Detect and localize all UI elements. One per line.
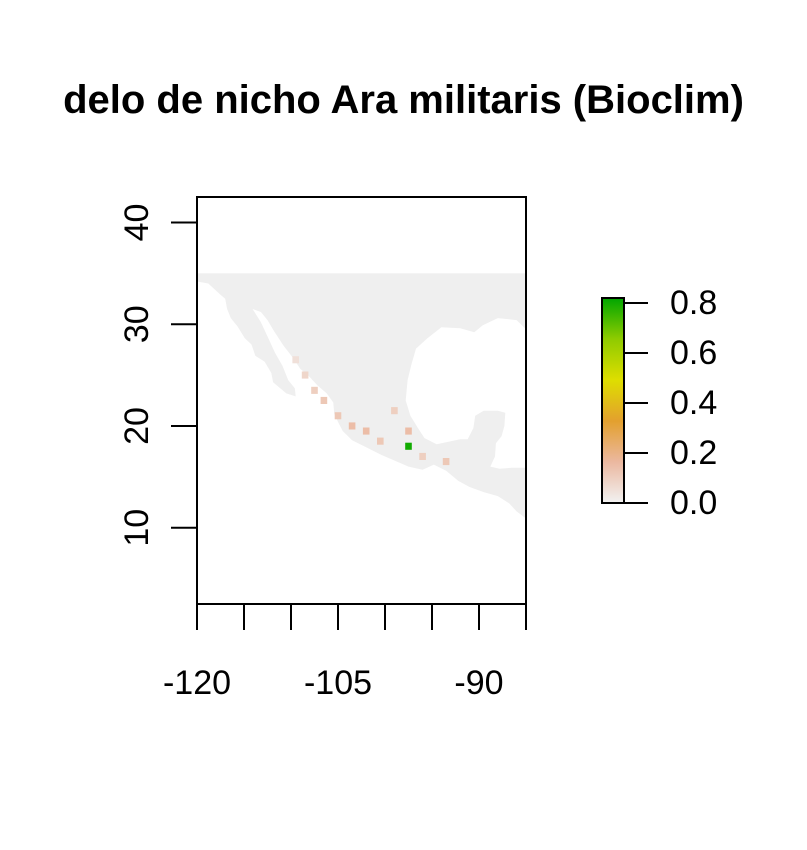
chart-title: delo de nicho Ara militaris (Bioclim)	[63, 78, 744, 122]
suitability-cells	[292, 356, 450, 466]
legend-frame	[601, 297, 625, 504]
suitability-cell	[348, 422, 356, 430]
x-tick-label: -90	[454, 664, 503, 702]
map-layer	[197, 273, 526, 604]
suitability-cell	[405, 442, 412, 450]
suitability-cell	[442, 458, 450, 466]
ocean-mask	[197, 281, 526, 604]
suitability-cell	[377, 437, 384, 445]
x-axis: -120 -105 -90	[163, 603, 527, 702]
suitability-cell	[320, 396, 328, 404]
x-tick-label: -105	[304, 664, 372, 702]
y-tick-label: 20	[118, 407, 156, 445]
y-tick-label: 10	[118, 509, 156, 547]
legend-tick-label: 0.4	[670, 384, 717, 422]
pacific-ocean	[197, 281, 526, 604]
suitability-cell	[301, 371, 309, 379]
legend-tick-label: 0.0	[670, 484, 717, 522]
legend: 0.0 0.2 0.4 0.6 0.8	[601, 284, 717, 522]
legend-tick-label: 0.8	[670, 284, 717, 322]
legend-color-bar	[602, 298, 624, 503]
gulf-of-mexico	[405, 318, 526, 469]
y-tick-label: 30	[118, 305, 156, 343]
legend-tick-label: 0.6	[670, 334, 717, 372]
y-tick-label: 40	[118, 204, 156, 242]
legend-tick-label: 0.2	[670, 434, 717, 472]
x-tick-label: -120	[163, 664, 231, 702]
suitability-cell	[292, 356, 299, 364]
y-axis: 10 20 30 40	[118, 204, 198, 547]
suitability-cell	[334, 412, 342, 420]
suitability-cell	[362, 427, 370, 435]
suitability-cell	[419, 452, 426, 460]
suitability-cell	[391, 407, 398, 415]
suitability-cell	[405, 427, 412, 435]
suitability-cell	[311, 386, 318, 394]
